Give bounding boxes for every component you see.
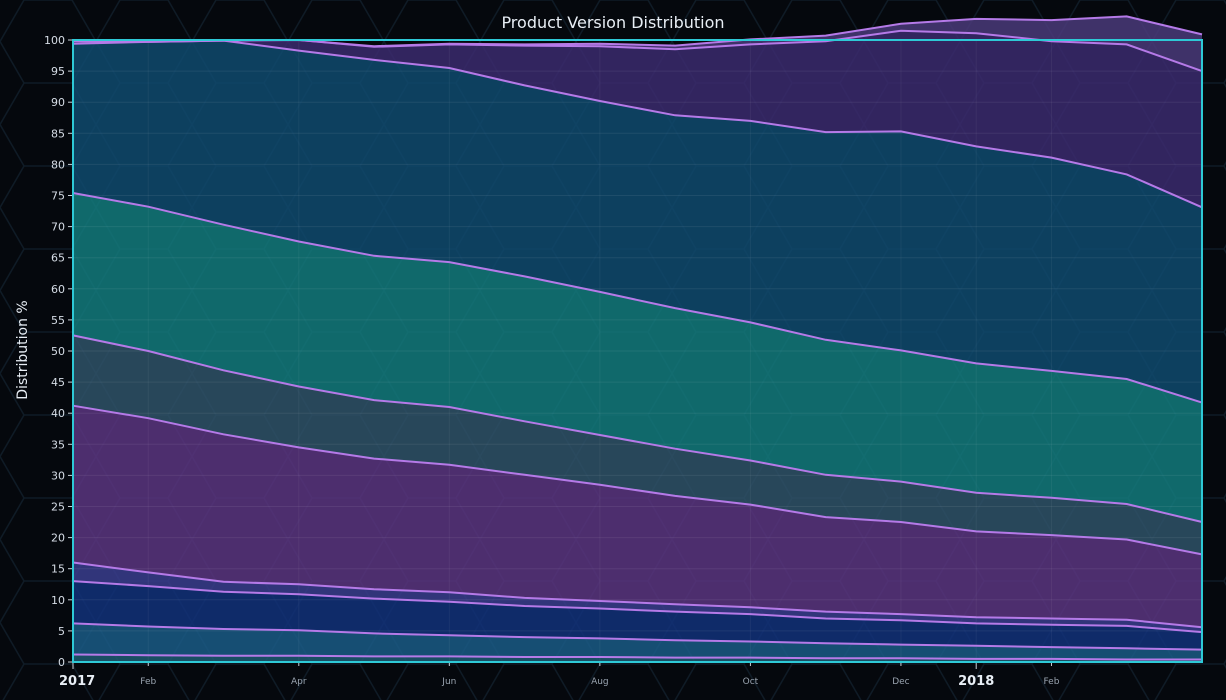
area-series-6 <box>73 335 1202 555</box>
series-lines <box>72 15 1203 661</box>
y-tick-label: 65 <box>51 252 65 265</box>
y-tick-label: 20 <box>51 532 65 545</box>
x-tick-label: Apr <box>291 677 307 687</box>
y-tick-label: 45 <box>51 376 65 389</box>
area-series-8 <box>73 40 1202 403</box>
y-tick-label: 95 <box>51 65 65 78</box>
y-tick-label: 60 <box>51 283 65 296</box>
x-tick-label: Feb <box>1043 677 1059 687</box>
x-tick-label: 2017 <box>59 674 95 689</box>
x-axis-ticks: 2017 Feb Apr Jun Aug Oct Dec 2018 Feb <box>59 662 1060 689</box>
y-tick-label: 40 <box>51 407 65 420</box>
y-tick-label: 85 <box>51 127 65 140</box>
y-tick-label: 55 <box>51 314 65 327</box>
gridlines <box>72 39 1202 663</box>
x-tick-label: Feb <box>140 677 156 687</box>
x-tick-label: 2018 <box>958 674 994 689</box>
area-series-5 <box>73 405 1202 628</box>
area-series-10 <box>73 16 1202 72</box>
y-tick-label: 35 <box>51 438 65 451</box>
y-tick-label: 10 <box>51 594 65 607</box>
area-series-2 <box>73 623 1202 660</box>
area-series-9 <box>73 30 1202 208</box>
y-tick-label: 90 <box>51 96 65 109</box>
y-tick-label: 25 <box>51 501 65 514</box>
y-tick-label: 0 <box>58 656 65 669</box>
x-tick-label: Oct <box>743 677 759 687</box>
x-tick-label: Dec <box>892 677 909 687</box>
series-line-4 <box>72 561 1203 629</box>
y-tick-label: 30 <box>51 469 65 482</box>
y-axis-ticks: 0 5 10 15 20 25 30 35 40 45 50 55 60 65 70 75 80 85 90 95 10… <box>44 34 73 669</box>
series-line-6 <box>72 334 1203 523</box>
y-tick-label: 100 <box>44 34 65 47</box>
area-layers <box>73 16 1202 662</box>
y-axis-label: Distribution % <box>15 300 31 399</box>
y-tick-label: 70 <box>51 221 65 234</box>
y-tick-label: 80 <box>51 158 65 171</box>
series-line-5 <box>72 404 1203 556</box>
plot-border <box>72 39 1203 663</box>
chart-title: Product Version Distribution <box>501 13 724 32</box>
y-tick-label: 5 <box>58 625 65 638</box>
area-series-7 <box>73 193 1202 522</box>
series-line-7 <box>72 192 1203 404</box>
y-tick-label: 50 <box>51 345 65 358</box>
x-tick-label: Aug <box>591 677 609 687</box>
series-line-2 <box>72 622 1203 651</box>
x-tick-label: Jun <box>441 677 456 687</box>
series-line-1 <box>72 653 1202 661</box>
y-tick-label: 15 <box>51 563 65 576</box>
y-tick-label: 75 <box>51 190 65 203</box>
series-line-3 <box>72 580 1203 634</box>
series-line-8 <box>72 39 1203 209</box>
